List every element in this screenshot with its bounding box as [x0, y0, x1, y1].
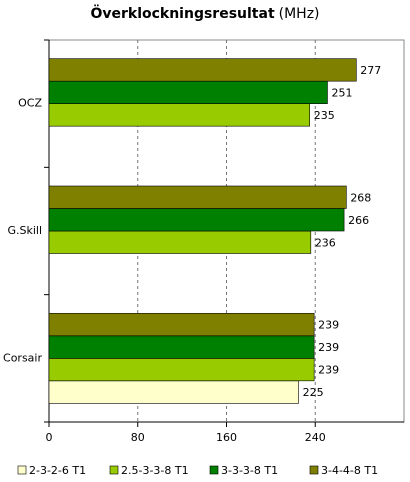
- bar: [48, 58, 357, 82]
- bar: [48, 335, 315, 359]
- x-tick-label: 0: [46, 431, 53, 444]
- x-tick-label: 80: [131, 431, 145, 444]
- bar-value-label: 239: [318, 364, 339, 377]
- x-tick-label: 240: [305, 431, 326, 444]
- legend-swatch: [309, 465, 319, 475]
- legend-label: 2.5-3-3-8 T1: [121, 464, 189, 477]
- bar: [48, 313, 315, 337]
- legend-label: 2-3-2-6 T1: [29, 464, 86, 477]
- bar: [48, 80, 328, 104]
- bar-value-label: 225: [303, 386, 324, 399]
- bar-value-label: 235: [314, 109, 335, 122]
- legend-swatch: [109, 465, 119, 475]
- y-tick-label: G.Skill: [7, 224, 42, 237]
- bar: [48, 358, 315, 382]
- bar: [48, 230, 312, 254]
- bar-value-label: 251: [331, 86, 352, 99]
- bar-value-label: 277: [360, 64, 381, 77]
- title-unit: (MHz): [279, 6, 320, 22]
- legend-label: 3-3-3-8 T1: [221, 464, 278, 477]
- bar: [48, 380, 299, 404]
- legend-swatch: [209, 465, 219, 475]
- bar: [48, 103, 311, 127]
- bar-value-label: 236: [315, 236, 336, 249]
- bar-value-label: 239: [318, 341, 339, 354]
- x-tick-label: 160: [216, 431, 237, 444]
- bar-value-label: 239: [318, 319, 339, 332]
- y-tick-label: Corsair: [3, 351, 42, 364]
- bar-value-label: 266: [348, 214, 369, 227]
- y-tick-label: OCZ: [18, 97, 42, 110]
- bar: [48, 208, 345, 232]
- legend-swatch: [17, 465, 27, 475]
- bar-value-label: 268: [350, 191, 371, 204]
- bar: [48, 185, 347, 209]
- chart-title: Överklockningsresultat (MHz): [90, 4, 319, 22]
- title-main: Överklockningsresultat: [90, 4, 274, 22]
- legend-label: 3-4-4-8 T1: [321, 464, 378, 477]
